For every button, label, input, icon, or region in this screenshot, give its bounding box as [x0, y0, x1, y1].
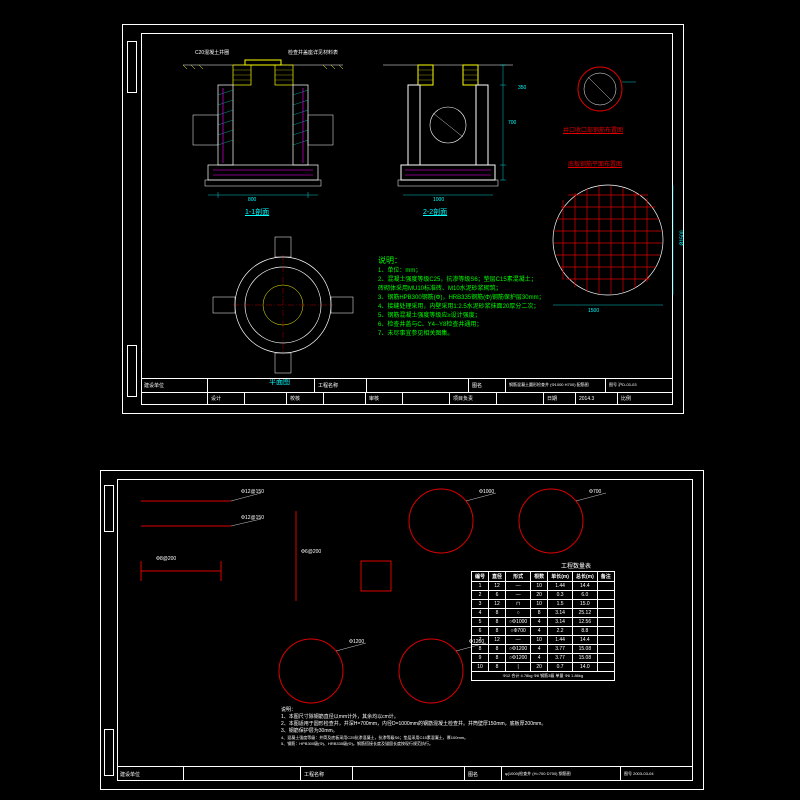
table-row: Φ12 合计 4.78kg Φ8 钢筋3级 单量 Φ6 1.86kg [472, 672, 615, 681]
dim: 1500 [588, 308, 599, 314]
table-row: 26—200.36.0 [472, 591, 615, 600]
binding-tab [104, 485, 114, 532]
dim: 350 [518, 85, 526, 91]
note: 5、钢筋混凝土强度等级应≥设计强度； [378, 312, 578, 321]
th: 直径 [489, 572, 506, 582]
table-row: 88○Φ120043.7715.08 [472, 645, 615, 654]
note: 4、接缝处理采用，内壁采用1:2.5水泥砂浆抹面20厚分二次； [378, 303, 578, 312]
tb: 项目负责 [450, 393, 497, 406]
note: 2、混凝土强度等级C25，抗渗等级S6；垫层C15素混凝土； [378, 276, 578, 285]
tb: 建设单位 [117, 767, 184, 781]
th: 编号 [472, 572, 489, 582]
tb: 图号 2003-03-04 [621, 767, 693, 781]
binding-tab [127, 345, 137, 397]
notes-title: 说明： [378, 255, 578, 267]
sheet-2: Φ12@150 Φ12@150 Φ8@200 Φ6@200 Φ1000 Φ700… [100, 470, 704, 790]
label: 检查井盖座详见材料表 [288, 49, 338, 56]
table-row: 712—101.4414.4 [472, 636, 615, 645]
dim: Ø1500 [680, 230, 686, 245]
sheet-1: C20混凝土井圈 检查井盖座详见材料表 1-1剖面 2-2剖面 平面图 井口收口… [122, 24, 684, 414]
note: 2、本图适用于圆形检查井，井深H=700mm，内径D=1000mm的钢筋混凝土检… [281, 721, 681, 728]
tb: 图名 [465, 767, 502, 781]
note: 1、本图尺寸除钢筋直径以mm计外，其余均以cm计。 [281, 714, 681, 721]
title-rebar: 底板钢筋平面布置图 [568, 159, 622, 168]
tb [141, 393, 208, 406]
note: 3、钢筋保护层为30mm。 [281, 728, 681, 735]
tb: 工程名称 [315, 379, 367, 392]
notes-2: 说明： 1、本图尺寸除钢筋直径以mm计外，其余均以cm计。 2、本图适用于圆形检… [281, 707, 681, 746]
tb: 设计 [208, 393, 245, 406]
tb: 建设单位 [141, 379, 208, 392]
tb: 比例 [618, 393, 673, 406]
rebar-lbl: Φ12@150 [241, 515, 264, 521]
tb [245, 393, 287, 406]
rebar-lbl: Φ6@200 [301, 549, 321, 555]
title-2-2: 2-2剖面 [423, 207, 447, 217]
tb: 图名 [469, 379, 506, 392]
dim: 700 [508, 120, 516, 126]
notes-1: 说明： 1、单位：mm； 2、混凝土强度等级C25，抗渗等级S6；垫层C15素混… [378, 255, 578, 339]
quantity-table: 编号直径形式根数单长(m)总长(m)备注 112—101.4414.426—20… [471, 571, 615, 681]
tb [367, 379, 469, 392]
circle-lbl: Φ1200 [349, 639, 364, 645]
rebar-lbl: Φ8@200 [156, 556, 176, 562]
label: C20混凝土井圈 [195, 49, 229, 56]
note: 6、检查井盖与C、Y4--Y8检查井通用； [378, 321, 578, 330]
dim: 800 [248, 197, 256, 203]
th: 根数 [531, 572, 548, 582]
dim: 1000 [433, 197, 444, 203]
tb [353, 767, 465, 781]
tb: 审核 [366, 393, 403, 406]
tb [497, 393, 544, 406]
note: 1、单位：mm； [378, 267, 578, 276]
titleblock-1: 建设单位 工程名称 图名 钢筋混凝土圆形检查井 (Φ1000 H700) 配筋图… [141, 378, 673, 405]
note: 3、钢筋HPB300钢筋(Φ)，HRB335钢筋(Φ)钢筋保护层30mm； [378, 294, 578, 303]
th: 单长(m) [548, 572, 573, 582]
note: 5、钢筋：HPB300级(Φ)、HRB335级(Φ)。钢筋搭接长度及锚固长度按现… [281, 741, 681, 747]
note: 砖砌体采用MU10标准砖、M10水泥砂浆砌筑； [378, 285, 578, 294]
tb: 钢筋混凝土圆形检查井 (Φ1000 H700) 配筋图 [506, 379, 606, 392]
tb: 图号 沪D-03-03 [606, 379, 673, 392]
table-row: 68○Φ70042.28.8 [472, 627, 615, 636]
title-small: 井口收口部钢筋布置图 [563, 125, 623, 134]
sheet-1-drawing [123, 25, 683, 413]
notes-title: 说明： [281, 707, 681, 714]
binding-tab [127, 41, 137, 93]
binding-tab [104, 729, 114, 776]
table-row: 98○Φ120043.7715.08 [472, 654, 615, 663]
th: 形式 [506, 572, 531, 582]
tb: 日期 [544, 393, 576, 406]
title-1-1: 1-1剖面 [245, 207, 269, 217]
table-row: 312⊓101.515.0 [472, 600, 615, 609]
tb: 2014.3 [576, 393, 618, 406]
note: 7、未尽事宜参见相关图集。 [378, 330, 578, 339]
circle-lbl: Φ700 [589, 489, 601, 495]
table-row: 112—101.4414.4 [472, 582, 615, 591]
tb: 校核 [287, 393, 324, 406]
table-row: 58○Φ100043.1412.56 [472, 618, 615, 627]
titleblock-2: 建设单位 工程名称 图名 φ(1000)检查井 (H=700 D700) 钢筋图… [117, 766, 693, 781]
table-row: 48○83.1425.12 [472, 609, 615, 618]
table-row: 108|200.714.0 [472, 663, 615, 672]
circle-lbl: Φ1000 [479, 489, 494, 495]
tb [403, 393, 450, 406]
table-title: 工程数量表 [561, 561, 591, 570]
rebar-lbl: Φ12@150 [241, 489, 264, 495]
th: 总长(m) [572, 572, 597, 582]
tb: 工程名称 [301, 767, 353, 781]
tb [184, 767, 301, 781]
tb [208, 379, 315, 392]
th: 备注 [597, 572, 614, 582]
tb: φ(1000)检查井 (H=700 D700) 钢筋图 [502, 767, 621, 781]
tb [324, 393, 366, 406]
